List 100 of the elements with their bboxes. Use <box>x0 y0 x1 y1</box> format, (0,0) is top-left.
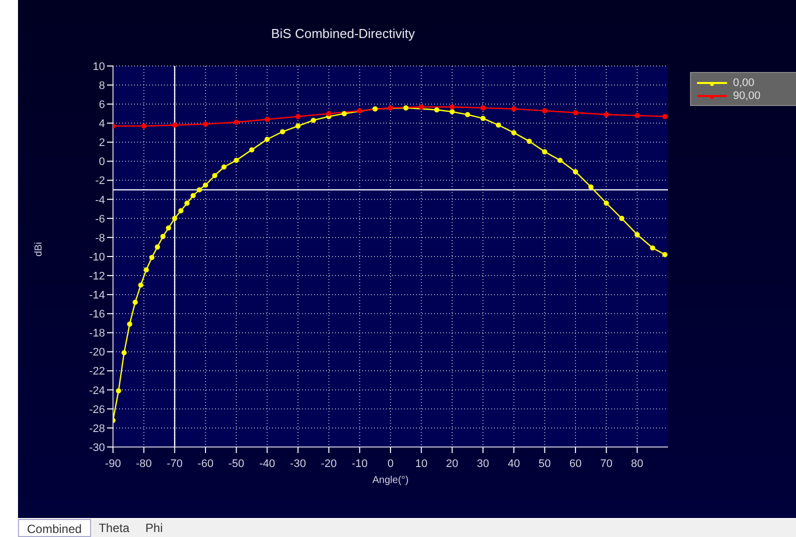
x-axis-title: Angle(°) <box>372 475 409 486</box>
point <box>557 158 563 163</box>
point <box>403 105 409 111</box>
point <box>132 300 138 305</box>
x-tick-label: -10 <box>352 458 368 470</box>
point <box>634 232 640 238</box>
x-tick-label: 50 <box>538 458 551 470</box>
x-tick-label: -20 <box>320 458 337 470</box>
point <box>342 111 347 116</box>
x-tick-label: -80 <box>136 458 152 470</box>
chart-title: BiS Combined-Directivity <box>270 26 416 41</box>
text: Combined <box>18 519 91 537</box>
x-tick-label: -40 <box>259 458 276 470</box>
x-tick-label: 20 <box>446 458 458 470</box>
point <box>116 388 122 394</box>
y-tick-label: -2 <box>95 175 105 188</box>
point <box>144 267 149 272</box>
point <box>542 108 548 114</box>
x-tick-label: 40 <box>508 458 520 470</box>
point <box>526 138 532 144</box>
point <box>122 350 127 356</box>
point <box>326 111 332 116</box>
point <box>572 110 578 116</box>
point <box>450 104 455 110</box>
point <box>249 147 254 152</box>
text: Theta <box>98 520 130 537</box>
point <box>480 105 486 111</box>
point <box>634 112 640 118</box>
y-tick-label: -10 <box>89 251 105 264</box>
y-tick-label: -4 <box>95 194 105 206</box>
point <box>202 122 208 127</box>
point <box>388 105 394 111</box>
y-tick-label: -14 <box>89 290 105 302</box>
point <box>234 158 239 163</box>
y-tick-label: -6 <box>95 213 105 226</box>
legend-label: 90,00 <box>733 90 761 102</box>
point <box>178 208 184 214</box>
point <box>542 149 548 154</box>
y-tick-label: 6 <box>98 99 105 112</box>
y-tick-label: -16 <box>89 308 105 321</box>
x-tick-label: 80 <box>631 458 644 470</box>
y-tick-label: 4 <box>98 118 105 130</box>
point <box>480 116 486 121</box>
y-tick-label: -12 <box>89 270 105 282</box>
point <box>172 122 178 128</box>
point <box>310 118 316 123</box>
point <box>212 172 218 178</box>
y-tick-label: -24 <box>89 384 105 397</box>
y-tick-label: -8 <box>95 232 105 244</box>
legend-label: 0,00 <box>733 76 754 88</box>
point <box>662 252 668 258</box>
y-tick-label: -30 <box>89 442 105 454</box>
point <box>418 104 424 110</box>
point <box>604 112 609 118</box>
point <box>166 225 172 231</box>
text: Phi <box>144 520 164 537</box>
x-tick-label: 0 <box>387 458 394 470</box>
x-tick-label: 60 <box>569 458 582 470</box>
point <box>160 234 166 240</box>
y-tick-label: -22 <box>89 366 105 378</box>
x-tick-label: 30 <box>476 458 490 470</box>
y-tick-label: 0 <box>98 156 105 168</box>
point <box>264 116 270 122</box>
point <box>604 200 609 206</box>
point <box>511 130 516 136</box>
x-tick-label: -50 <box>228 458 244 470</box>
point <box>295 114 301 120</box>
point <box>172 216 178 221</box>
point <box>511 106 516 112</box>
y-tick-label: -28 <box>89 422 105 435</box>
point <box>434 107 440 112</box>
point <box>190 192 196 198</box>
point <box>234 120 239 125</box>
point <box>149 254 154 260</box>
point <box>295 123 301 129</box>
y-tick-label: -20 <box>89 346 105 359</box>
x-tick-label: -70 <box>166 458 183 470</box>
x-tick-label: -30 <box>290 458 306 470</box>
point <box>464 112 470 118</box>
point <box>650 245 656 251</box>
point <box>357 108 362 114</box>
point <box>138 282 144 288</box>
point <box>662 114 668 120</box>
x-tick-label: -90 <box>105 458 121 470</box>
point <box>127 322 132 327</box>
point <box>154 244 160 250</box>
point <box>202 182 208 188</box>
point <box>264 136 270 142</box>
point <box>141 123 146 129</box>
x-tick-label: 70 <box>600 458 612 470</box>
point <box>280 129 286 134</box>
y-tick-label: 8 <box>98 80 105 92</box>
point <box>450 109 455 114</box>
y-tick-label: 10 <box>92 60 105 73</box>
x-tick-label: -60 <box>198 458 214 470</box>
y-tick-label: 2 <box>98 137 105 150</box>
point <box>619 216 624 221</box>
point <box>496 122 502 128</box>
point <box>221 164 227 170</box>
point <box>588 184 594 190</box>
